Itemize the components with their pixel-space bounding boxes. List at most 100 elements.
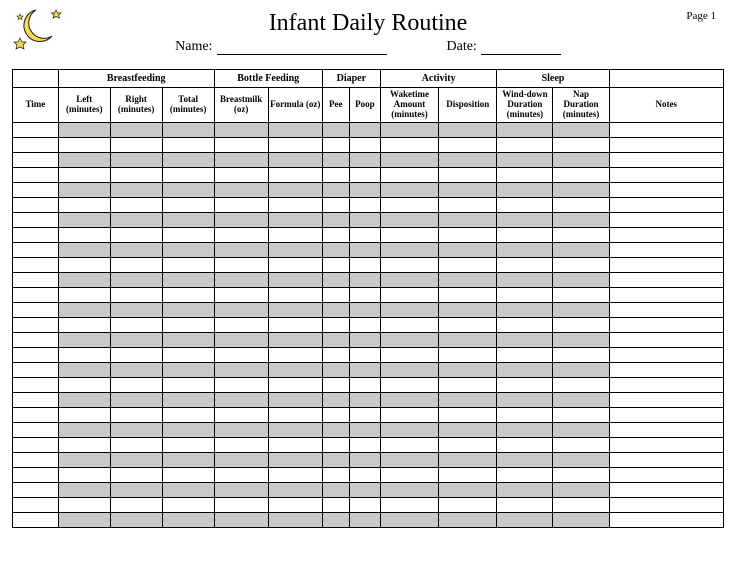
- table-row: [13, 332, 724, 347]
- cell-time: [13, 137, 59, 152]
- table-row: [13, 227, 724, 242]
- table-row: [13, 272, 724, 287]
- cell-notes: [609, 332, 723, 347]
- cell-nap: [553, 377, 609, 392]
- cell-formula: [268, 497, 322, 512]
- cell-disposition: [439, 212, 497, 227]
- cell-time: [13, 422, 59, 437]
- cell-breastmilk: [214, 272, 268, 287]
- cell-disposition: [439, 122, 497, 137]
- cell-poop: [349, 497, 380, 512]
- cell-winddown: [497, 287, 553, 302]
- cell-formula: [268, 467, 322, 482]
- cell-poop: [349, 482, 380, 497]
- cell-left: [58, 347, 110, 362]
- cell-nap: [553, 257, 609, 272]
- col-waketime: Waketime Amount (minutes): [380, 88, 438, 123]
- cell-breastmilk: [214, 467, 268, 482]
- table-row: [13, 302, 724, 317]
- cell-waketime: [380, 257, 438, 272]
- group-activity: Activity: [380, 70, 496, 88]
- table-row: [13, 392, 724, 407]
- cell-breastmilk: [214, 407, 268, 422]
- cell-right: [110, 482, 162, 497]
- cell-breastmilk: [214, 257, 268, 272]
- cell-right: [110, 152, 162, 167]
- cell-total: [162, 257, 214, 272]
- cell-left: [58, 212, 110, 227]
- cell-pee: [322, 392, 349, 407]
- cell-total: [162, 497, 214, 512]
- cell-time: [13, 182, 59, 197]
- cell-right: [110, 182, 162, 197]
- cell-disposition: [439, 332, 497, 347]
- cell-right: [110, 392, 162, 407]
- cell-notes: [609, 287, 723, 302]
- cell-left: [58, 197, 110, 212]
- cell-time: [13, 242, 59, 257]
- cell-pee: [322, 257, 349, 272]
- cell-notes: [609, 497, 723, 512]
- cell-nap: [553, 152, 609, 167]
- cell-left: [58, 167, 110, 182]
- cell-waketime: [380, 317, 438, 332]
- cell-total: [162, 482, 214, 497]
- table-row: [13, 317, 724, 332]
- cell-time: [13, 512, 59, 527]
- cell-winddown: [497, 197, 553, 212]
- cell-disposition: [439, 497, 497, 512]
- cell-waketime: [380, 482, 438, 497]
- col-right: Right (minutes): [110, 88, 162, 123]
- cell-poop: [349, 452, 380, 467]
- cell-pee: [322, 407, 349, 422]
- cell-total: [162, 302, 214, 317]
- cell-right: [110, 407, 162, 422]
- cell-nap: [553, 317, 609, 332]
- table-row: [13, 122, 724, 137]
- cell-formula: [268, 242, 322, 257]
- cell-winddown: [497, 332, 553, 347]
- group-bottle: Bottle Feeding: [214, 70, 322, 88]
- cell-disposition: [439, 482, 497, 497]
- table-row: [13, 137, 724, 152]
- cell-breastmilk: [214, 362, 268, 377]
- cell-waketime: [380, 437, 438, 452]
- cell-notes: [609, 392, 723, 407]
- cell-waketime: [380, 497, 438, 512]
- cell-pee: [322, 437, 349, 452]
- cell-formula: [268, 302, 322, 317]
- cell-disposition: [439, 152, 497, 167]
- cell-right: [110, 137, 162, 152]
- cell-formula: [268, 347, 322, 362]
- cell-notes: [609, 362, 723, 377]
- group-header-row: Breastfeeding Bottle Feeding Diaper Acti…: [13, 70, 724, 88]
- cell-formula: [268, 137, 322, 152]
- cell-pee: [322, 377, 349, 392]
- cell-total: [162, 137, 214, 152]
- cell-total: [162, 182, 214, 197]
- cell-left: [58, 272, 110, 287]
- cell-winddown: [497, 212, 553, 227]
- cell-pee: [322, 362, 349, 377]
- cell-waketime: [380, 287, 438, 302]
- cell-time: [13, 362, 59, 377]
- cell-total: [162, 227, 214, 242]
- cell-formula: [268, 167, 322, 182]
- table-row: [13, 287, 724, 302]
- cell-nap: [553, 332, 609, 347]
- cell-time: [13, 452, 59, 467]
- cell-total: [162, 332, 214, 347]
- cell-right: [110, 197, 162, 212]
- table-row: [13, 437, 724, 452]
- cell-notes: [609, 407, 723, 422]
- col-time: Time: [13, 88, 59, 123]
- cell-left: [58, 152, 110, 167]
- cell-nap: [553, 272, 609, 287]
- cell-waketime: [380, 227, 438, 242]
- cell-breastmilk: [214, 287, 268, 302]
- cell-total: [162, 212, 214, 227]
- cell-time: [13, 482, 59, 497]
- cell-time: [13, 152, 59, 167]
- cell-poop: [349, 212, 380, 227]
- cell-left: [58, 407, 110, 422]
